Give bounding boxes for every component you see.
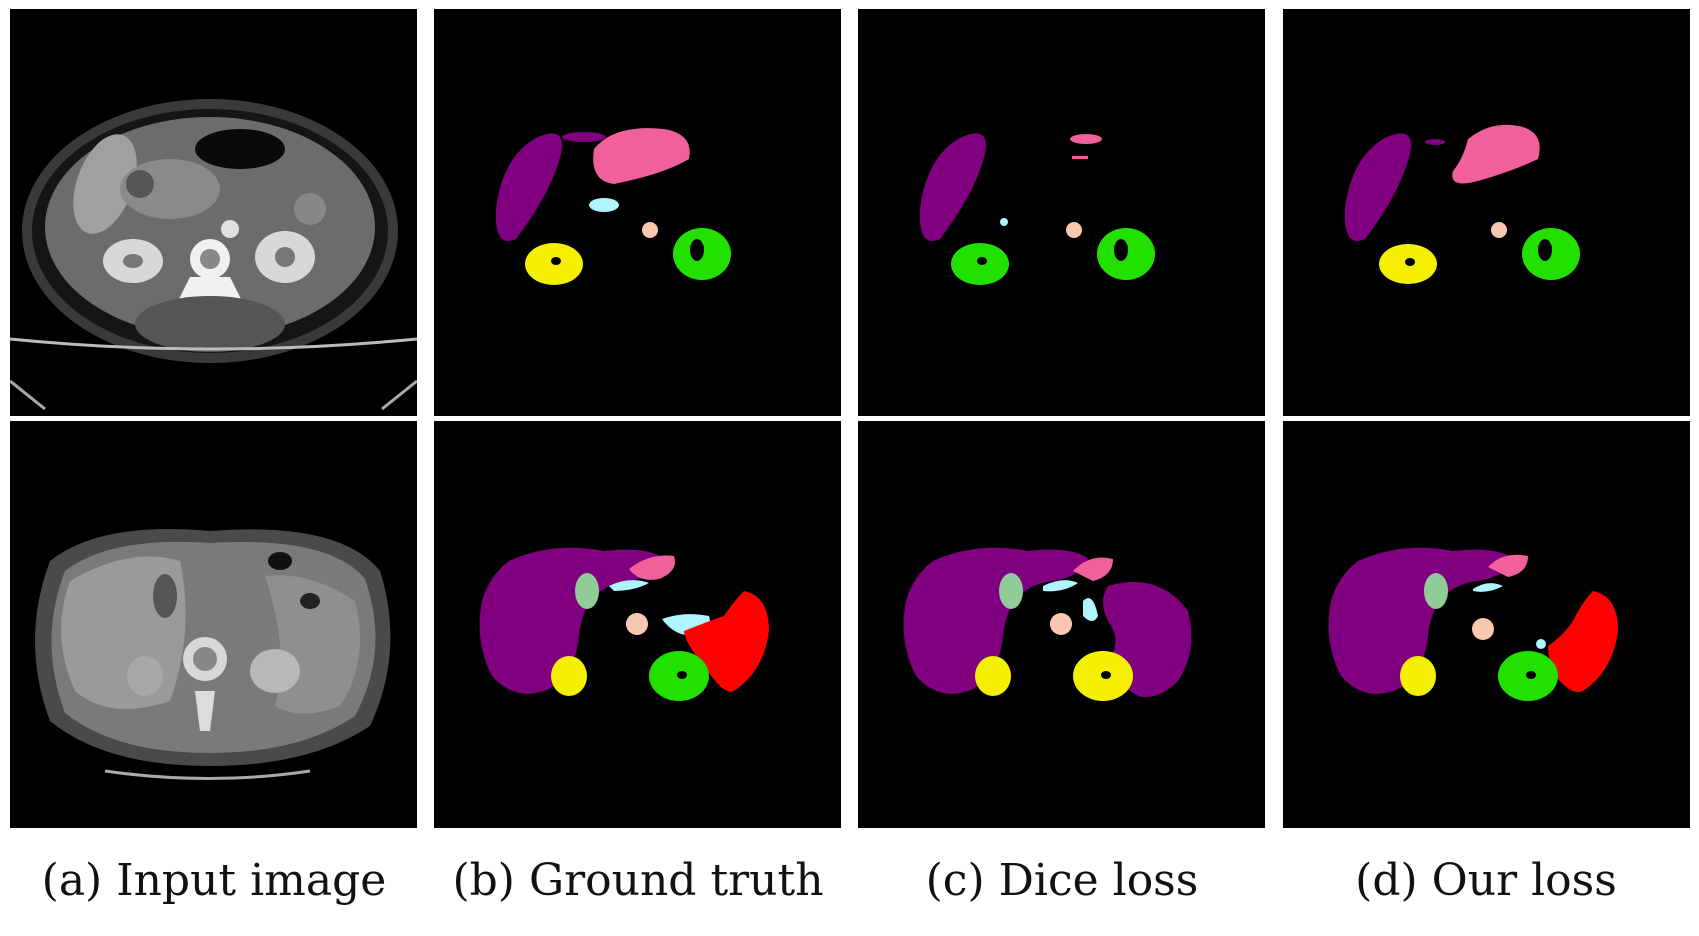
stomach-region xyxy=(593,128,690,184)
aorta-region xyxy=(642,222,658,238)
segmentation-mask xyxy=(858,9,1265,416)
ct-input-image-row1 xyxy=(10,9,417,416)
right-kidney-region xyxy=(551,656,587,696)
stomach-region xyxy=(1452,124,1540,184)
ct-scan-abdomen-upper xyxy=(10,421,417,828)
dice-loss-prediction-row1 xyxy=(858,9,1265,416)
aorta-region xyxy=(1491,222,1507,238)
segmentation-mask xyxy=(434,9,841,416)
pancreas-region xyxy=(1043,580,1078,592)
gallbladder-region xyxy=(1424,573,1448,609)
liver-region xyxy=(1425,139,1445,145)
pancreas-region xyxy=(609,580,649,591)
liver-region xyxy=(1328,547,1513,694)
liver-region xyxy=(1344,133,1412,241)
our-loss-prediction-row1 xyxy=(1283,9,1690,416)
liver-region xyxy=(495,133,563,241)
ct-input-image-row2 xyxy=(10,421,417,828)
segmentation-mask xyxy=(1283,9,1690,416)
pancreas-region xyxy=(1473,583,1503,592)
liver-region xyxy=(479,547,664,694)
stomach-region xyxy=(1070,134,1102,144)
segmentation-mask xyxy=(434,421,841,828)
ground-truth-segmentation-row1 xyxy=(434,9,841,416)
liver-region xyxy=(562,132,606,142)
spleen-region xyxy=(1548,591,1618,693)
stomach-region xyxy=(1072,156,1088,159)
pancreas-region xyxy=(589,198,619,212)
our-loss-prediction-row2 xyxy=(1283,421,1690,828)
segmentation-mask xyxy=(858,421,1265,828)
pancreas-region xyxy=(1000,218,1008,226)
ct-scan-abdomen-lower xyxy=(10,9,417,416)
ground-truth-segmentation-row2 xyxy=(434,421,841,828)
right-kidney-region xyxy=(1400,656,1436,696)
aorta-region xyxy=(1050,613,1072,635)
dice-loss-prediction-row2 xyxy=(858,421,1265,828)
gallbladder-region xyxy=(999,573,1023,609)
aorta-region xyxy=(1472,618,1494,640)
caption-ground-truth: (b) Ground truth xyxy=(452,855,824,906)
right-kidney-region xyxy=(975,656,1011,696)
segmentation-mask xyxy=(1283,421,1690,828)
stomach-region xyxy=(629,555,675,580)
caption-input-image: (a) Input image xyxy=(41,855,387,906)
liver-region xyxy=(903,547,1088,694)
gallbladder-region xyxy=(575,573,599,609)
stomach-region xyxy=(1073,557,1113,581)
stomach-region xyxy=(1488,554,1528,577)
pancreas-region xyxy=(1083,598,1098,621)
aorta-region xyxy=(626,613,648,635)
aorta-region xyxy=(1066,222,1082,238)
caption-dice-loss: (c) Dice loss xyxy=(925,855,1199,906)
caption-our-loss: (d) Our loss xyxy=(1355,855,1617,906)
liver-region xyxy=(919,133,987,241)
pancreas-region xyxy=(1536,639,1546,649)
